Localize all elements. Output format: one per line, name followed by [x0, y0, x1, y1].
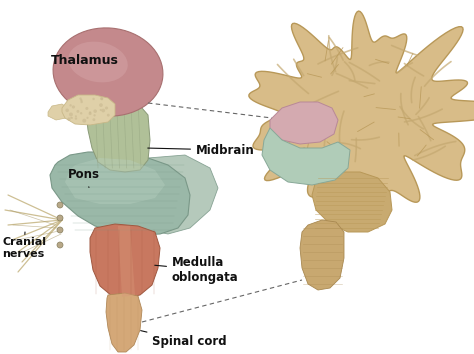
Circle shape [76, 110, 79, 113]
Text: Cranial
nerves: Cranial nerves [2, 232, 46, 259]
Polygon shape [65, 158, 165, 204]
Circle shape [85, 107, 89, 110]
Polygon shape [48, 104, 68, 120]
Circle shape [81, 101, 83, 103]
Circle shape [65, 109, 69, 112]
Ellipse shape [53, 28, 163, 116]
Text: Spinal cord: Spinal cord [141, 331, 227, 348]
Circle shape [75, 117, 77, 120]
Polygon shape [86, 92, 150, 172]
Circle shape [100, 97, 103, 100]
Polygon shape [270, 102, 338, 144]
Circle shape [86, 117, 89, 119]
Circle shape [75, 115, 77, 117]
Polygon shape [118, 226, 135, 297]
Polygon shape [300, 220, 344, 290]
Ellipse shape [68, 42, 128, 82]
Circle shape [67, 118, 71, 121]
Polygon shape [249, 11, 474, 202]
Text: Medulla
oblongata: Medulla oblongata [155, 256, 239, 284]
Circle shape [57, 227, 63, 233]
Circle shape [100, 98, 103, 100]
Circle shape [105, 107, 108, 109]
Circle shape [79, 97, 82, 100]
Circle shape [89, 112, 91, 115]
Circle shape [92, 118, 95, 121]
Polygon shape [50, 152, 190, 235]
Polygon shape [90, 224, 160, 298]
Circle shape [100, 109, 102, 111]
Polygon shape [262, 128, 350, 185]
Circle shape [101, 109, 105, 113]
Circle shape [82, 119, 86, 122]
Circle shape [70, 117, 72, 119]
Circle shape [93, 109, 97, 113]
Circle shape [71, 117, 73, 119]
Circle shape [57, 202, 63, 208]
Circle shape [72, 105, 75, 109]
Circle shape [80, 112, 82, 114]
Circle shape [107, 114, 110, 116]
Circle shape [57, 242, 63, 248]
Circle shape [69, 113, 73, 116]
Text: Midbrain: Midbrain [148, 143, 255, 156]
Polygon shape [312, 172, 392, 232]
Circle shape [69, 104, 72, 107]
Polygon shape [62, 95, 115, 125]
Circle shape [92, 98, 95, 100]
Text: Pons: Pons [68, 169, 100, 187]
Text: Thalamus: Thalamus [51, 53, 119, 67]
Circle shape [99, 103, 103, 107]
Circle shape [57, 215, 63, 221]
Polygon shape [106, 293, 142, 352]
Polygon shape [148, 155, 218, 234]
Circle shape [80, 99, 82, 101]
Circle shape [93, 114, 96, 116]
Circle shape [89, 111, 91, 114]
